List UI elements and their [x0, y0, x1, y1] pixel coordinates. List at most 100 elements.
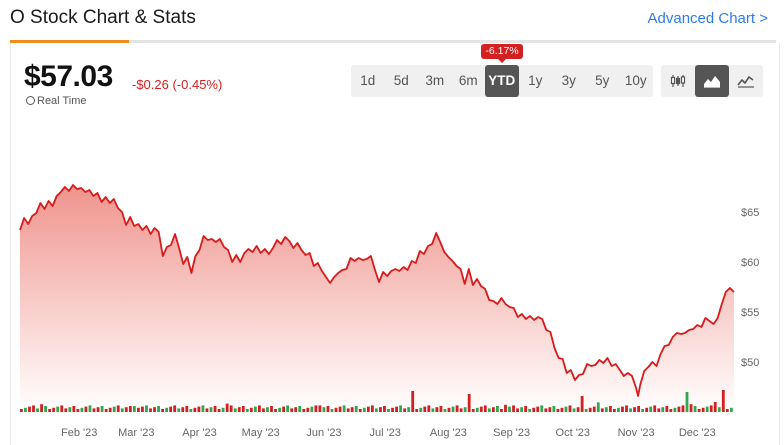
- stock-price: $57.03: [24, 60, 113, 93]
- volume-bar: [568, 405, 572, 412]
- volume-bar: [439, 406, 443, 412]
- volume-bar: [713, 402, 717, 412]
- volume-bar: [36, 408, 39, 412]
- period-ytd[interactable]: YTD: [485, 65, 519, 97]
- volume-bar: [44, 406, 48, 412]
- volume-bar: [193, 407, 197, 412]
- period-change-badge: -6.17%: [481, 44, 523, 63]
- volume-bar: [471, 409, 475, 412]
- volume-bar: [443, 409, 447, 412]
- volume-bar: [258, 405, 261, 412]
- volume-bar: [463, 407, 467, 412]
- volume-bar: [310, 406, 314, 412]
- volume-bar: [399, 405, 403, 412]
- volume-bar: [580, 396, 584, 412]
- volume-bar: [487, 408, 491, 412]
- volume-bar: [411, 391, 415, 412]
- volume-bar: [213, 406, 217, 412]
- volume-bar: [318, 405, 322, 412]
- volume-bar: [572, 408, 576, 412]
- volume-bar: [677, 406, 681, 412]
- volume-bar: [653, 405, 657, 412]
- candlestick-button[interactable]: [661, 65, 695, 97]
- volume-bar: [552, 406, 556, 412]
- volume-bar: [96, 407, 100, 412]
- advanced-chart-link[interactable]: Advanced Chart >: [647, 10, 769, 27]
- volume-bar: [104, 409, 108, 412]
- period-1d[interactable]: 1d: [360, 73, 376, 88]
- candlestick-icon: [670, 75, 686, 87]
- volume-bar: [290, 408, 294, 412]
- volume-bar: [342, 405, 346, 412]
- volume-bar: [108, 407, 112, 412]
- volume-bar: [165, 407, 169, 412]
- volume-bar: [302, 409, 306, 412]
- volume-bar: [72, 406, 76, 412]
- volume-bar: [145, 405, 148, 412]
- period-6m[interactable]: 6m: [458, 73, 478, 88]
- x-tick-label: Nov '23: [618, 427, 655, 439]
- volume-bar: [600, 408, 604, 412]
- volume-bar: [483, 405, 487, 412]
- volume-bar: [161, 409, 165, 412]
- price-change: -$0.26 (-0.45%): [132, 77, 223, 92]
- period-1y[interactable]: 1y: [528, 73, 543, 88]
- volume-bar: [504, 404, 507, 412]
- realtime-indicator: Real Time: [26, 95, 87, 107]
- volume-bar: [524, 406, 528, 412]
- page-title: O Stock Chart & Stats: [10, 7, 196, 28]
- volume-bar: [266, 407, 269, 412]
- volume-bar: [685, 392, 689, 412]
- volume-bar: [697, 409, 701, 412]
- volume-bar: [120, 408, 124, 412]
- volume-bar: [76, 409, 80, 412]
- realtime-label: Real Time: [37, 95, 87, 107]
- volume-bar: [584, 409, 588, 412]
- volume-bar: [185, 406, 189, 412]
- x-tick-label: Dec '23: [679, 427, 716, 439]
- volume-bar: [253, 406, 257, 412]
- volume-bar: [592, 406, 596, 412]
- volume-bar: [491, 407, 495, 412]
- period-3m[interactable]: 3m: [425, 73, 445, 88]
- volume-bar: [177, 408, 181, 412]
- volume-bar: [334, 407, 338, 412]
- volume-bar: [540, 405, 544, 412]
- period-5d[interactable]: 5d: [393, 73, 409, 88]
- volume-bar: [116, 405, 120, 412]
- x-tick-label: Oct '23: [556, 427, 591, 439]
- volume-bar: [500, 409, 503, 412]
- chart-type-selector: [661, 65, 763, 97]
- volume-bar: [169, 406, 173, 412]
- volume-bar: [725, 409, 729, 412]
- volume-bar: [314, 405, 318, 412]
- volume-bar: [625, 405, 628, 412]
- volume-bar: [197, 406, 201, 412]
- volume-bar: [84, 406, 88, 412]
- volume-bar: [358, 409, 362, 412]
- volume-bar: [88, 405, 92, 412]
- x-tick-label: Jun '23: [306, 427, 341, 439]
- mountain-chart-button[interactable]: [695, 65, 729, 97]
- volume-bar: [124, 407, 128, 412]
- volume-bar: [729, 407, 733, 412]
- volume-bar: [56, 406, 60, 412]
- x-tick-label: Feb '23: [61, 427, 97, 439]
- volume-bar: [560, 407, 564, 412]
- line-chart-button[interactable]: [729, 65, 763, 97]
- period-3y[interactable]: 3y: [561, 73, 576, 88]
- volume-bar: [649, 406, 653, 412]
- period-10y[interactable]: 10y: [624, 73, 647, 88]
- x-tick-label: Sep '23: [493, 427, 530, 439]
- volume-bar: [721, 390, 725, 412]
- volume-bar: [64, 408, 68, 412]
- volume-bar: [475, 407, 479, 412]
- volume-bar: [149, 408, 152, 412]
- volume-bar: [621, 406, 624, 412]
- volume-bar: [520, 407, 524, 412]
- volume-bar: [136, 407, 140, 412]
- period-5y[interactable]: 5y: [595, 73, 610, 88]
- volume-bar: [673, 407, 677, 412]
- volume-bar: [435, 407, 439, 412]
